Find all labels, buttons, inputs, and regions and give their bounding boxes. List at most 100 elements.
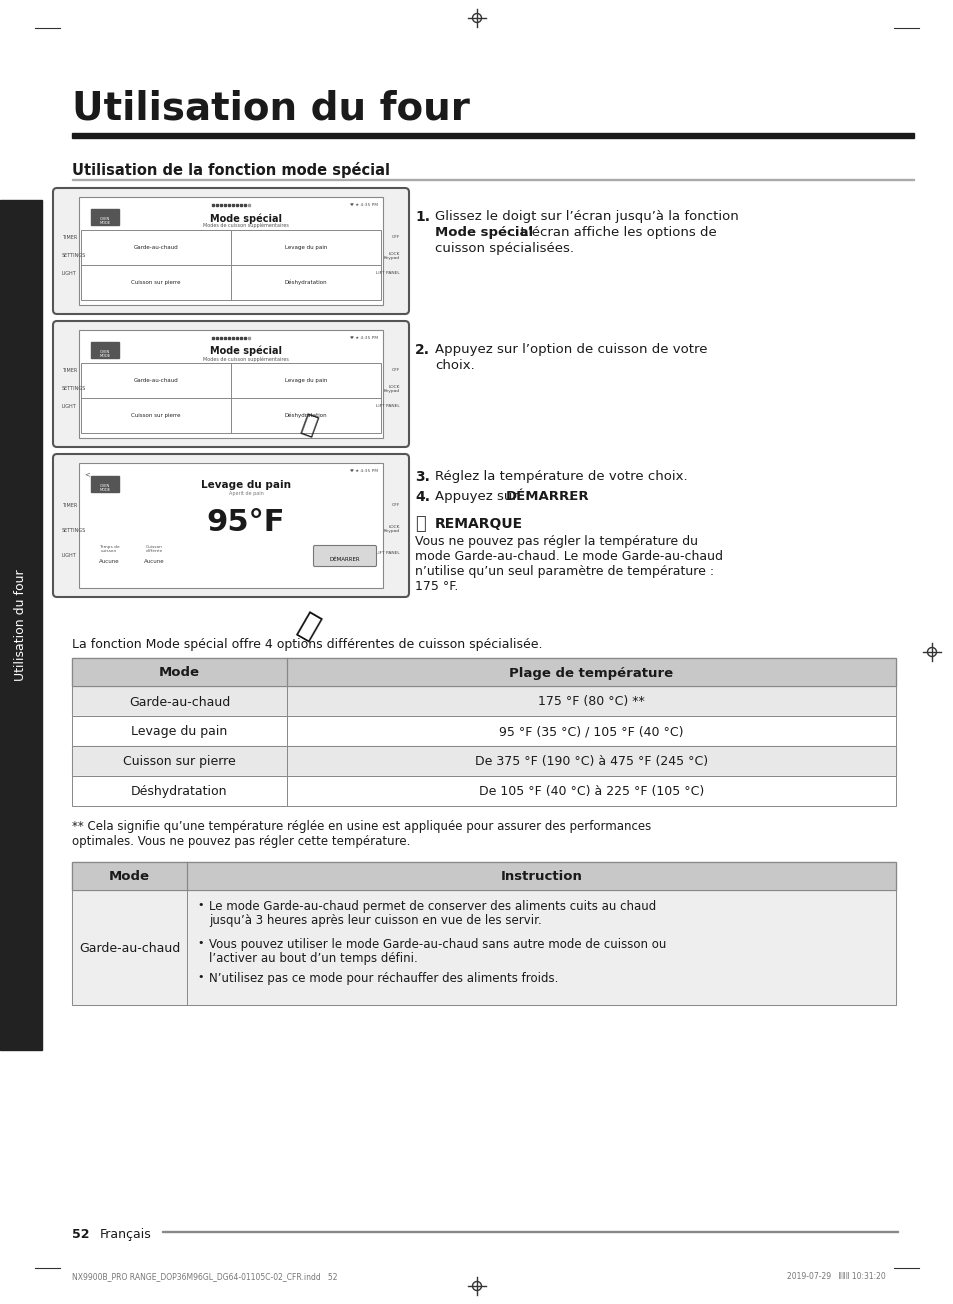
- Text: optimales. Vous ne pouvez pas régler cette température.: optimales. Vous ne pouvez pas régler cet…: [71, 835, 410, 848]
- Text: Déshydratation: Déshydratation: [132, 785, 228, 798]
- Text: De 105 °F (40 °C) à 225 °F (105 °C): De 105 °F (40 °C) à 225 °F (105 °C): [478, 785, 703, 798]
- Text: OFF: OFF: [392, 503, 399, 507]
- Text: OVEN
MODE: OVEN MODE: [99, 484, 111, 493]
- Bar: [79, 197, 382, 305]
- Text: Garde-au-chaud: Garde-au-chaud: [133, 245, 178, 250]
- Text: Garde-au-chaud: Garde-au-chaud: [129, 695, 230, 708]
- Bar: [79, 463, 382, 588]
- Text: Levage du pain: Levage du pain: [132, 725, 228, 738]
- Text: 95°F: 95°F: [207, 509, 285, 537]
- Bar: [79, 330, 382, 438]
- Bar: [91, 209, 119, 226]
- Text: Déshydratation: Déshydratation: [284, 413, 327, 419]
- Text: LIFT PANEL: LIFT PANEL: [375, 271, 399, 275]
- Text: Garde-au-chaud: Garde-au-chaud: [79, 941, 180, 955]
- Bar: [71, 746, 895, 776]
- Text: Mode spécial: Mode spécial: [435, 226, 533, 239]
- Bar: [71, 862, 895, 891]
- FancyBboxPatch shape: [53, 188, 409, 314]
- Text: Modes de cuisson supplémentaires: Modes de cuisson supplémentaires: [203, 223, 289, 228]
- Text: SETTINGS: SETTINGS: [62, 253, 86, 258]
- Text: Appuyez sur: Appuyez sur: [435, 490, 521, 503]
- Text: ⎒: ⎒: [415, 515, 425, 533]
- Text: ♥ ★ 4:35 PM: ♥ ★ 4:35 PM: [350, 469, 377, 473]
- Text: TIMER: TIMER: [62, 235, 77, 240]
- Bar: [71, 862, 895, 891]
- Text: Mode spécial: Mode spécial: [210, 213, 282, 223]
- Text: N’utilisez pas ce mode pour réchauffer des aliments froids.: N’utilisez pas ce mode pour réchauffer d…: [209, 971, 558, 985]
- Bar: [71, 891, 895, 1005]
- Text: 1.: 1.: [415, 210, 430, 224]
- Text: Vous ne pouvez pas régler la température du: Vous ne pouvez pas régler la température…: [415, 535, 698, 548]
- Text: Temps de
cuisson: Temps de cuisson: [98, 545, 119, 553]
- Text: Aperit de pain: Aperit de pain: [229, 492, 263, 496]
- Text: Déshydratation: Déshydratation: [284, 280, 327, 286]
- Text: REMARQUE: REMARQUE: [435, 516, 522, 531]
- Text: Cuisson sur pierre: Cuisson sur pierre: [132, 280, 180, 286]
- Text: Aucune: Aucune: [98, 559, 119, 565]
- Text: •: •: [196, 900, 203, 910]
- FancyBboxPatch shape: [53, 321, 409, 447]
- Bar: [71, 686, 895, 716]
- Text: 3.: 3.: [415, 469, 430, 484]
- Text: LOCK
Keypad: LOCK Keypad: [383, 385, 399, 394]
- Text: Plage de température: Plage de température: [509, 666, 673, 679]
- Bar: [91, 342, 119, 359]
- Text: <: <: [84, 471, 90, 477]
- Bar: [79, 330, 382, 438]
- Bar: [81, 230, 380, 300]
- Bar: [71, 776, 895, 806]
- Text: Cuisson sur pierre: Cuisson sur pierre: [132, 413, 180, 419]
- Text: mode Garde-au-chaud. Le mode Garde-au-chaud: mode Garde-au-chaud. Le mode Garde-au-ch…: [415, 550, 722, 563]
- Text: 95 °F (35 °C) / 105 °F (40 °C): 95 °F (35 °C) / 105 °F (40 °C): [498, 725, 683, 738]
- Text: Garde-au-chaud: Garde-au-chaud: [133, 378, 178, 383]
- Text: Français: Français: [100, 1228, 152, 1241]
- Bar: [71, 746, 895, 776]
- Text: jusqu’à 3 heures après leur cuisson en vue de les servir.: jusqu’à 3 heures après leur cuisson en v…: [209, 914, 541, 927]
- Bar: [71, 716, 895, 746]
- Bar: [0, 200, 42, 1050]
- Text: Aucune: Aucune: [144, 559, 164, 565]
- Text: OVEN
MODE: OVEN MODE: [99, 349, 111, 359]
- Text: •: •: [196, 938, 203, 948]
- Text: Mode: Mode: [159, 666, 200, 679]
- Text: 2.: 2.: [415, 343, 430, 357]
- Text: Instruction: Instruction: [500, 871, 582, 884]
- Text: Vous pouvez utiliser le mode Garde-au-chaud sans autre mode de cuisson ou: Vous pouvez utiliser le mode Garde-au-ch…: [209, 938, 666, 951]
- Text: DÉMARRER: DÉMARRER: [505, 490, 589, 503]
- Text: TIMER: TIMER: [62, 368, 77, 373]
- Bar: [71, 133, 913, 138]
- Text: Réglez la température de votre choix.: Réglez la température de votre choix.: [435, 469, 687, 482]
- Text: SETTINGS: SETTINGS: [62, 528, 86, 533]
- Text: n’utilise qu’un seul paramètre de température :: n’utilise qu’un seul paramètre de tempér…: [415, 565, 714, 578]
- Bar: [71, 776, 895, 806]
- Text: Cuisson sur pierre: Cuisson sur pierre: [123, 755, 235, 768]
- Text: LIGHT: LIGHT: [62, 553, 76, 558]
- Text: TIMER: TIMER: [62, 503, 77, 509]
- Text: 🖐: 🖐: [296, 409, 318, 438]
- FancyBboxPatch shape: [314, 545, 376, 566]
- Bar: [71, 891, 895, 1005]
- Bar: [71, 716, 895, 746]
- FancyBboxPatch shape: [53, 454, 409, 597]
- Text: Levage du pain: Levage du pain: [285, 245, 327, 250]
- Text: OVEN
MODE: OVEN MODE: [99, 216, 111, 226]
- Text: . L’écran affiche les options de: . L’écran affiche les options de: [512, 226, 716, 239]
- Text: Appuyez sur l’option de cuisson de votre: Appuyez sur l’option de cuisson de votre: [435, 343, 707, 356]
- Text: Levage du pain: Levage du pain: [285, 378, 327, 383]
- Bar: [79, 197, 382, 305]
- Text: La fonction Mode spécial offre 4 options différentes de cuisson spécialisée.: La fonction Mode spécial offre 4 options…: [71, 638, 542, 651]
- Text: NX9900B_PRO RANGE_DOP36M96GL_DG64-01105C-02_CFR.indd   52: NX9900B_PRO RANGE_DOP36M96GL_DG64-01105C…: [71, 1271, 337, 1281]
- Bar: [71, 686, 895, 716]
- Text: cuisson spécialisées.: cuisson spécialisées.: [435, 243, 574, 256]
- Text: 🖐: 🖐: [293, 608, 322, 643]
- Text: 4.: 4.: [415, 490, 430, 505]
- Bar: [79, 463, 382, 588]
- Text: 52: 52: [71, 1228, 90, 1241]
- Text: DÉMARRER: DÉMARRER: [330, 557, 360, 562]
- Text: Cuisson
différée: Cuisson différée: [145, 545, 162, 553]
- Text: OFF: OFF: [392, 235, 399, 239]
- Text: Mode spécial: Mode spécial: [210, 346, 282, 356]
- Text: Glissez le doigt sur l’écran jusqu’à la fonction: Glissez le doigt sur l’écran jusqu’à la …: [435, 210, 738, 223]
- Text: ♥ ★ 4:35 PM: ♥ ★ 4:35 PM: [350, 203, 377, 207]
